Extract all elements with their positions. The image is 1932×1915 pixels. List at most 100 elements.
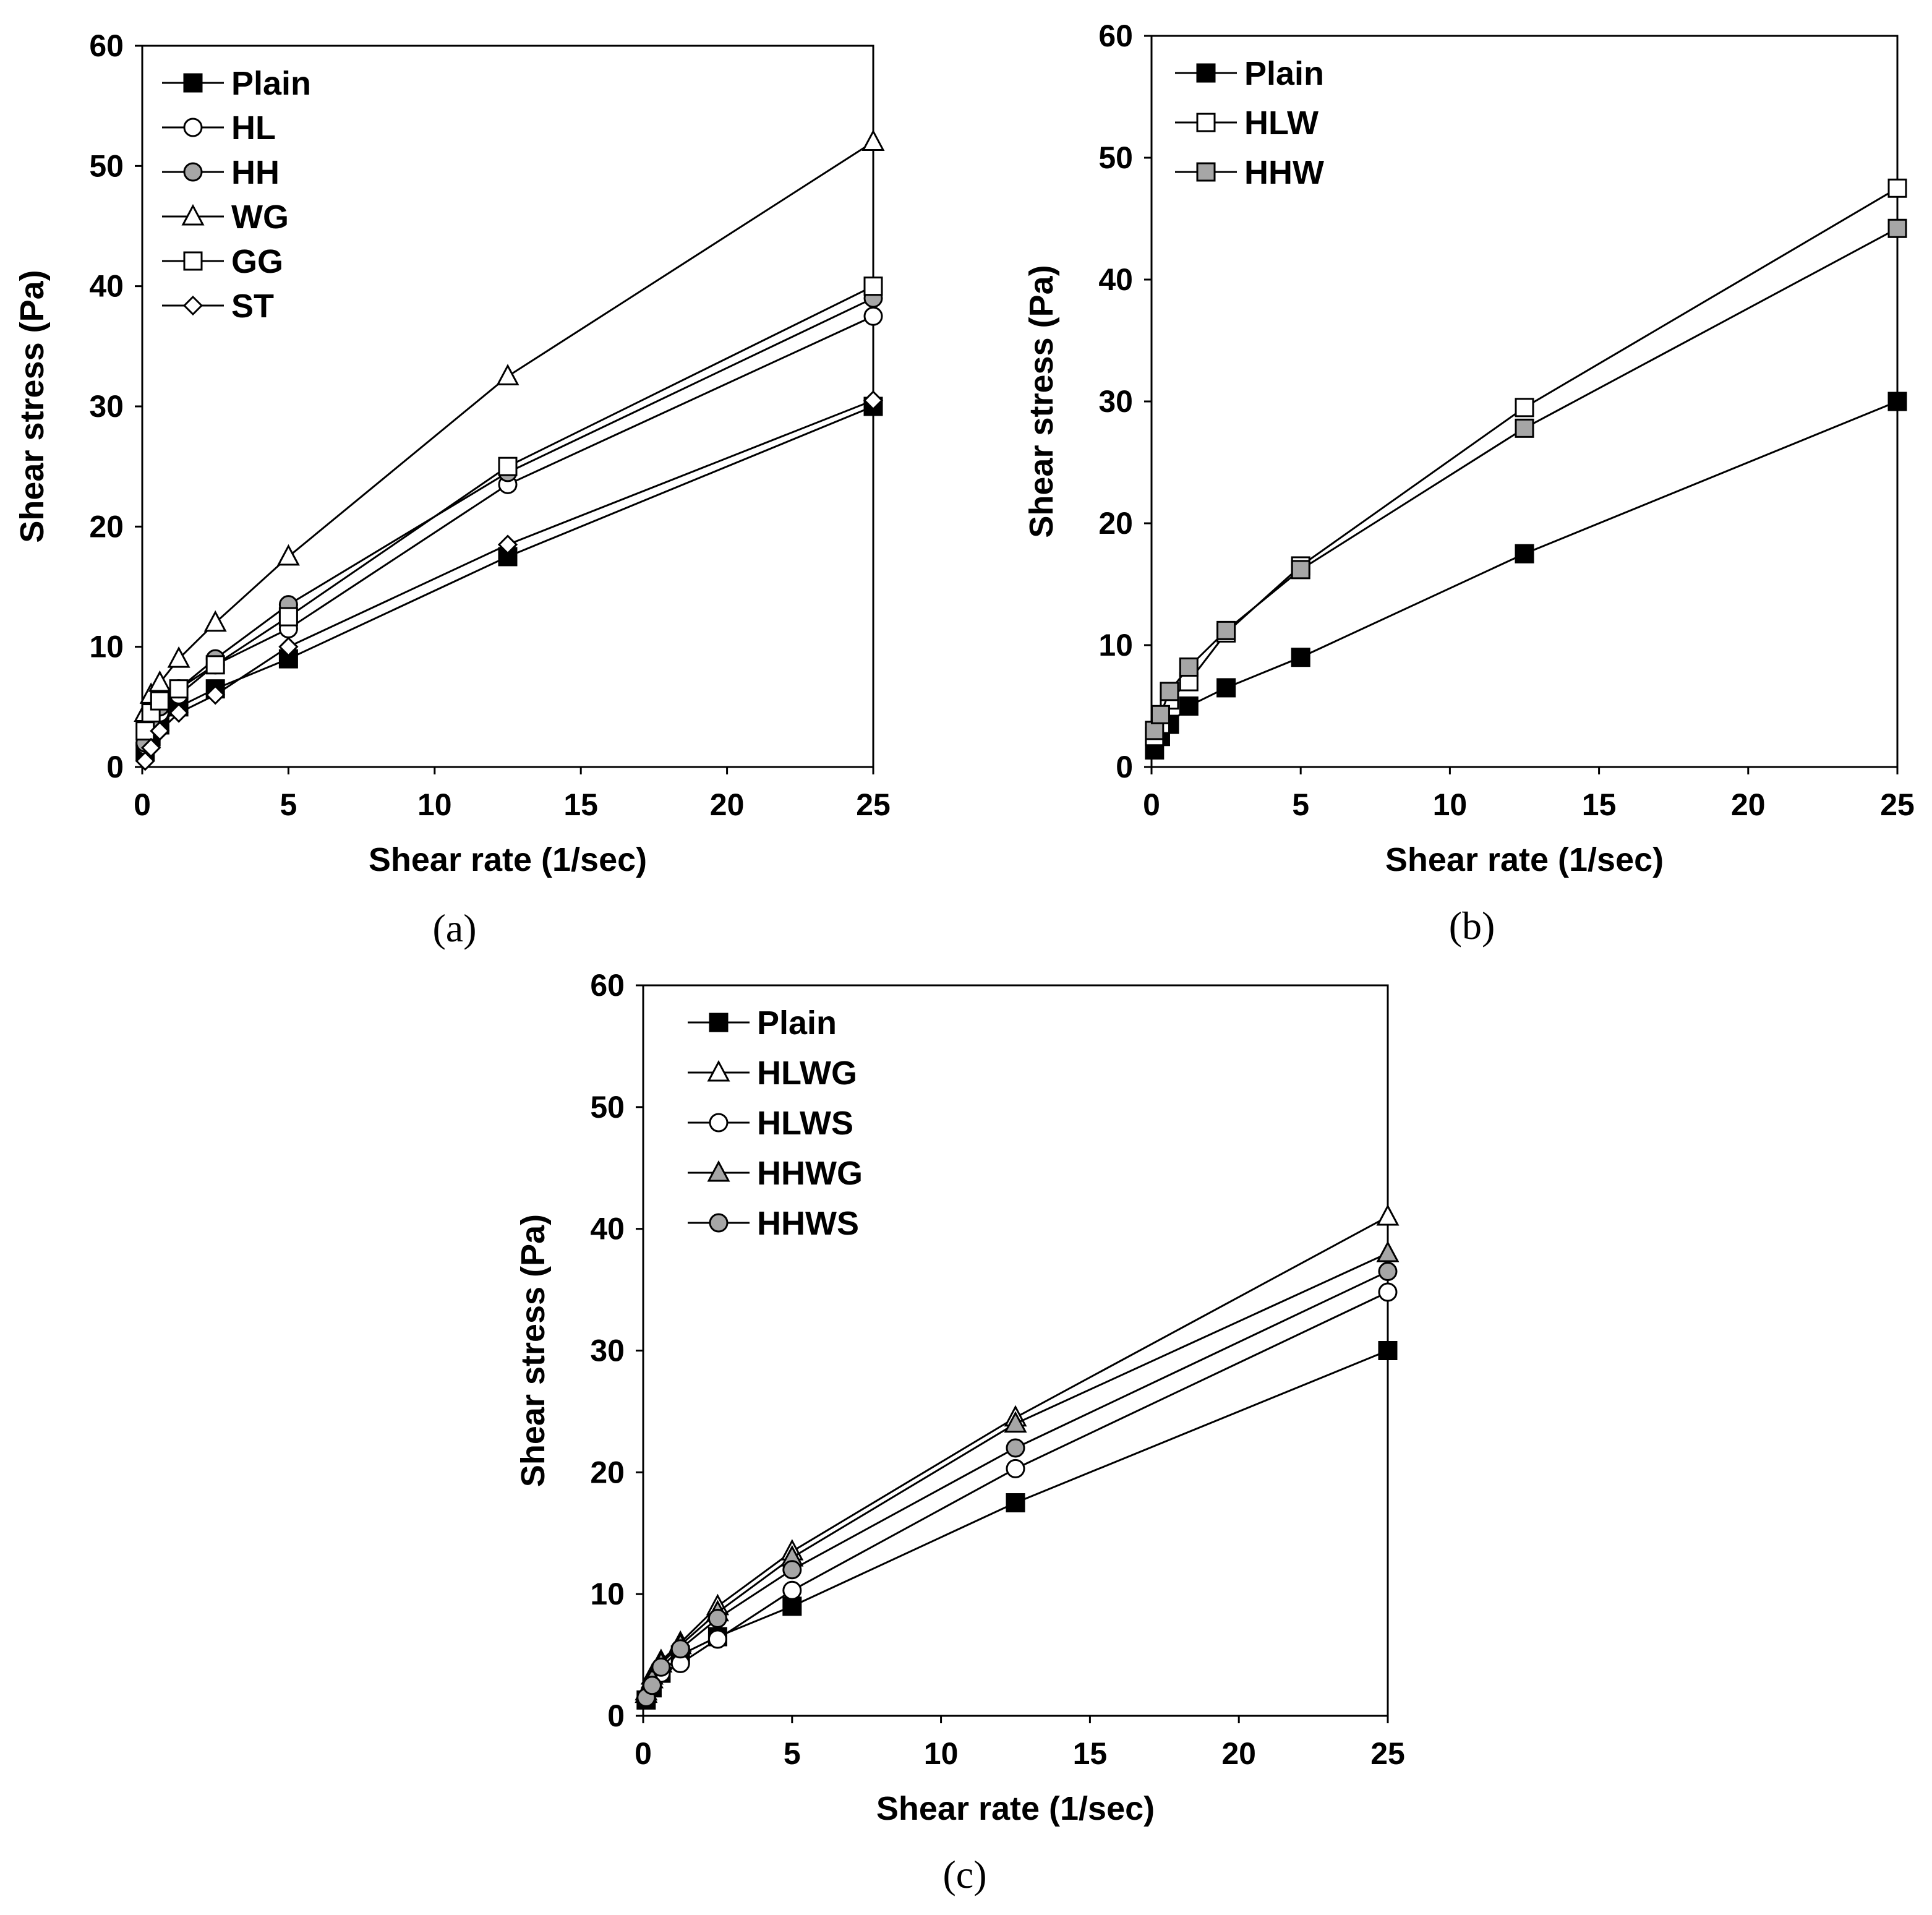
- data-point: [276, 544, 300, 566]
- legend-marker: [181, 203, 205, 226]
- data-point: [1291, 560, 1310, 580]
- legend-item: HLW: [1175, 105, 1319, 142]
- data-point: [167, 646, 190, 668]
- data-point: [1887, 392, 1907, 411]
- y-tick-label: 20: [590, 1455, 625, 1489]
- data-point: [1515, 418, 1534, 438]
- data-point: [1150, 705, 1170, 724]
- y-axis-label: Shear stress (Pa): [1023, 265, 1060, 538]
- legend-label: GG: [231, 243, 283, 280]
- legend: Plain HLWG HLWS HHWG HHWS: [688, 1005, 863, 1242]
- y-tick-label: 30: [89, 389, 124, 424]
- data-point: [1515, 544, 1534, 563]
- y-tick-label: 60: [590, 968, 625, 1003]
- data-point: [141, 737, 161, 758]
- data-point: [496, 364, 519, 385]
- data-point: [1216, 678, 1236, 698]
- y-tick-label: 0: [1116, 750, 1133, 784]
- series-gg: [135, 276, 883, 741]
- series-st: [135, 390, 884, 771]
- data-point: [1179, 696, 1199, 716]
- legend-marker: [707, 1060, 730, 1082]
- x-tick-label: 20: [710, 787, 745, 822]
- legend-label: HHWS: [757, 1205, 859, 1242]
- legend-label: Plain: [231, 65, 311, 102]
- legend: Plain HLW HHW: [1175, 55, 1324, 191]
- legend-label: HHWG: [757, 1155, 863, 1192]
- y-axis-label: Shear stress (Pa): [515, 1214, 552, 1487]
- data-point: [1004, 1411, 1027, 1433]
- data-point: [148, 670, 171, 692]
- legend-marker: [183, 162, 203, 182]
- data-point: [498, 456, 518, 476]
- legend-item: Plain: [688, 1005, 837, 1042]
- x-axis-label: Shear rate (1/sec): [876, 1790, 1155, 1827]
- data-point: [1216, 620, 1236, 640]
- y-tick-label: 60: [1098, 19, 1133, 53]
- data-point: [1887, 178, 1907, 198]
- y-tick-label: 10: [89, 630, 124, 664]
- x-tick-label: 5: [1292, 787, 1309, 822]
- panel-caption: (a): [432, 906, 476, 950]
- y-tick-label: 50: [89, 148, 124, 183]
- data-point: [1006, 1459, 1025, 1478]
- y-tick-label: 20: [1098, 506, 1133, 541]
- legend-item: Plain: [162, 65, 311, 102]
- y-tick-label: 30: [590, 1334, 625, 1368]
- x-tick-label: 15: [1582, 787, 1617, 822]
- data-point: [707, 1609, 727, 1629]
- data-point: [782, 1560, 802, 1580]
- data-point: [707, 1629, 727, 1649]
- legend-label: ST: [231, 288, 274, 325]
- series-hhws: [636, 1262, 1398, 1707]
- data-point: [497, 534, 518, 555]
- x-tick-label: 25: [856, 787, 891, 822]
- data-point: [278, 607, 298, 627]
- x-tick-label: 10: [1433, 787, 1468, 822]
- data-point: [1376, 1204, 1400, 1226]
- x-tick-label: 20: [1731, 787, 1766, 822]
- legend-marker: [709, 1213, 729, 1233]
- legend-item: HL: [162, 109, 276, 147]
- y-tick-label: 30: [1098, 384, 1133, 419]
- x-tick-label: 0: [1143, 787, 1160, 822]
- data-point: [782, 1596, 802, 1616]
- y-tick-label: 10: [1098, 628, 1133, 662]
- legend-item: HHWS: [688, 1205, 859, 1242]
- legend: Plain HL HH WG GG ST: [162, 65, 311, 325]
- legend-item: WG: [162, 199, 289, 236]
- legend-marker: [1196, 162, 1216, 182]
- legend-label: HHW: [1244, 154, 1324, 191]
- legend-label: WG: [231, 199, 289, 236]
- x-tick-label: 25: [1880, 787, 1915, 822]
- legend-marker: [707, 1160, 730, 1182]
- legend-item: HH: [162, 154, 280, 191]
- data-point: [1145, 721, 1165, 740]
- data-point: [782, 1580, 802, 1600]
- legend-marker: [182, 295, 203, 316]
- data-point: [150, 721, 170, 741]
- data-point: [205, 655, 225, 675]
- legend-label: Plain: [757, 1005, 837, 1042]
- panel-a: 0 10 20 30 40 50 60 0 5 10 15 20 25 Shear rate (1/sec…: [14, 28, 891, 950]
- data-point: [1515, 398, 1534, 418]
- x-tick-label: 10: [924, 1736, 959, 1771]
- data-point: [863, 306, 883, 326]
- y-tick-label: 20: [89, 509, 124, 544]
- data-point: [1378, 1341, 1398, 1360]
- data-point: [169, 679, 189, 699]
- data-point: [150, 691, 169, 711]
- x-tick-label: 0: [635, 1736, 652, 1771]
- legend-item: HLWG: [688, 1055, 857, 1092]
- data-point: [1160, 682, 1179, 701]
- panel-caption: (c): [942, 1853, 986, 1896]
- series-hhw: [1145, 218, 1907, 740]
- y-tick-label: 40: [590, 1212, 625, 1246]
- legend-item: ST: [162, 288, 274, 325]
- data-point: [1378, 1262, 1398, 1282]
- y-tick-label: 40: [1098, 262, 1133, 297]
- data-point: [168, 703, 189, 723]
- x-tick-label: 25: [1370, 1736, 1405, 1771]
- data-point: [203, 610, 227, 632]
